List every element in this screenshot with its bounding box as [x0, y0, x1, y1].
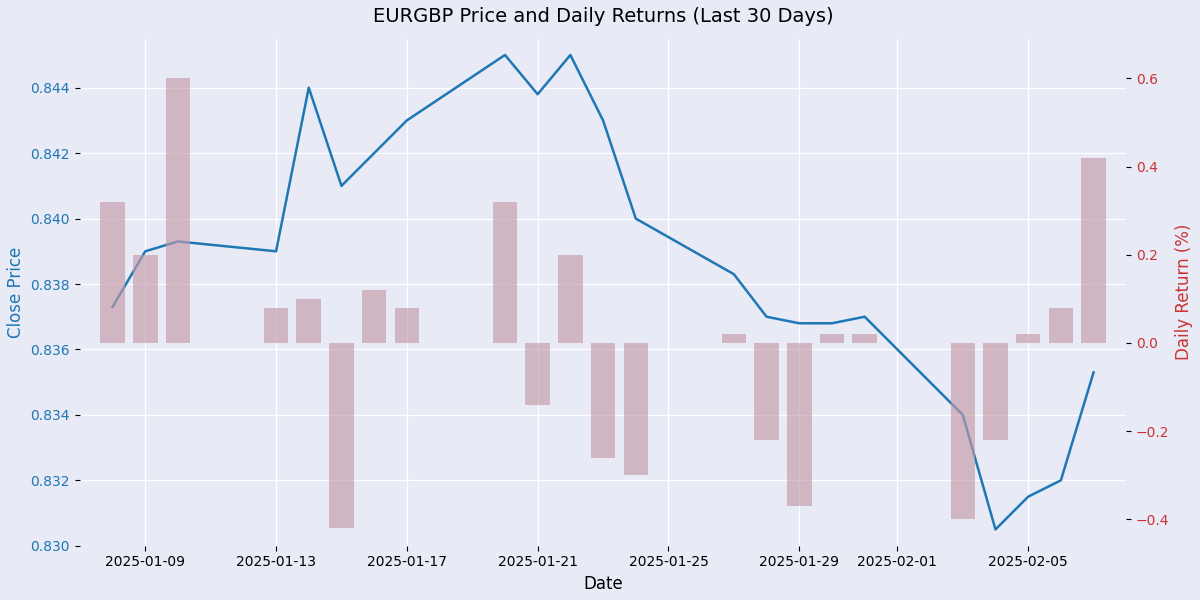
- Bar: [983, 343, 1008, 440]
- Bar: [329, 343, 354, 528]
- Bar: [395, 308, 419, 343]
- Bar: [1016, 334, 1040, 343]
- Bar: [1049, 308, 1073, 343]
- Bar: [950, 343, 976, 520]
- X-axis label: Date: Date: [583, 575, 623, 593]
- Title: EURGBP Price and Daily Returns (Last 30 Days): EURGBP Price and Daily Returns (Last 30 …: [373, 7, 833, 26]
- Bar: [721, 334, 746, 343]
- Bar: [820, 334, 845, 343]
- Bar: [264, 308, 288, 343]
- Bar: [1081, 158, 1106, 343]
- Bar: [852, 334, 877, 343]
- Bar: [101, 202, 125, 343]
- Bar: [590, 343, 616, 458]
- Bar: [166, 79, 191, 343]
- Bar: [558, 255, 583, 343]
- Y-axis label: Daily Return (%): Daily Return (%): [1175, 224, 1193, 361]
- Bar: [133, 255, 157, 343]
- Bar: [526, 343, 550, 404]
- Bar: [624, 343, 648, 475]
- Bar: [296, 299, 322, 343]
- Y-axis label: Close Price: Close Price: [7, 247, 25, 338]
- Bar: [755, 343, 779, 440]
- Bar: [493, 202, 517, 343]
- Bar: [787, 343, 811, 506]
- Bar: [362, 290, 386, 343]
